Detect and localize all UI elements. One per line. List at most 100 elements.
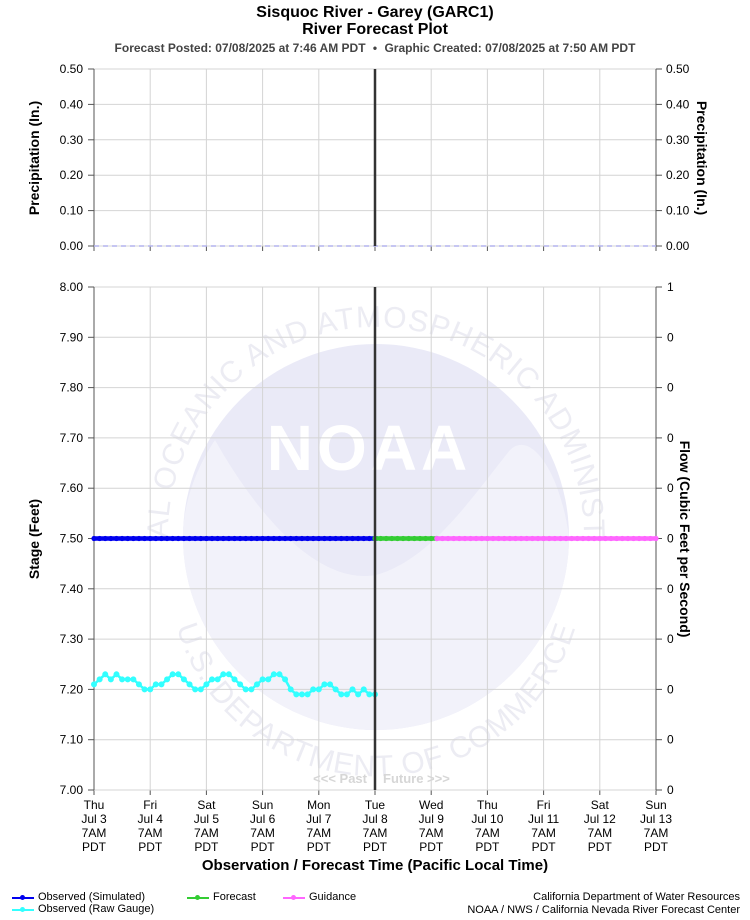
- raw-gauge-point: [152, 681, 159, 688]
- x-tick-line: Jul 9: [419, 812, 445, 826]
- precip-ytick-right: 0.00: [666, 239, 690, 253]
- precip-ytick-right: 0.10: [666, 204, 690, 218]
- raw-gauge-point: [293, 691, 300, 698]
- posted-created-line: Forecast Posted: 07/08/2025 at 7:46 AM P…: [0, 41, 750, 55]
- raw-gauge-point: [130, 676, 137, 683]
- x-tick-line: PDT: [588, 840, 613, 854]
- raw-gauge-point: [164, 676, 171, 683]
- raw-gauge-point: [203, 681, 210, 688]
- graphic-created: Graphic Created: 07/08/2025 at 7:50 AM P…: [384, 41, 636, 55]
- x-tick-line: Jul 4: [138, 812, 164, 826]
- stage-series-point: [591, 535, 597, 542]
- stage-series-point: [175, 535, 181, 542]
- precip-ylabel-right: Precipitation (In.): [694, 101, 710, 215]
- precip-ytick-left: 0.50: [60, 62, 84, 76]
- precip-ytick-left: 0.20: [60, 168, 84, 182]
- raw-gauge-point: [102, 671, 109, 678]
- raw-gauge-point: [332, 686, 339, 693]
- stage-ytick-right: 0: [667, 381, 674, 395]
- stage-series-point: [378, 535, 384, 542]
- raw-gauge-point: [175, 671, 182, 678]
- stage-ytick-right: 0: [667, 582, 674, 596]
- stage-series-point: [321, 535, 328, 542]
- stage-series-point: [462, 535, 468, 542]
- x-tick-line: PDT: [644, 840, 669, 854]
- x-axis-label: Observation / Forecast Time (Pacific Loc…: [202, 857, 548, 874]
- stage-series-point: [113, 535, 120, 542]
- stage-series-point: [400, 535, 406, 542]
- raw-gauge-point: [169, 671, 176, 678]
- stage-series-point: [243, 535, 249, 542]
- x-tick-line: Sat: [591, 798, 610, 812]
- x-tick-label: Fri Jul 4 7AM PDT: [138, 798, 164, 854]
- x-tick-line: PDT: [307, 840, 332, 854]
- x-tick-line: 7AM: [531, 826, 556, 840]
- x-tick-line: Fri: [537, 798, 551, 812]
- x-tick-label: Mon Jul 7 7AM PDT: [306, 798, 332, 854]
- stage-series-point: [473, 535, 479, 542]
- precip-ytick-right: 0.20: [666, 168, 690, 182]
- x-tick-line: Jul 8: [362, 812, 388, 826]
- stage-ytick-right: 1: [667, 280, 674, 294]
- stage-series-point: [619, 535, 625, 542]
- stage-series-point: [541, 535, 547, 542]
- separator: •: [372, 41, 378, 55]
- x-tick-line: PDT: [251, 840, 276, 854]
- x-tick-line: 7AM: [250, 826, 275, 840]
- stage-series-point: [136, 535, 142, 542]
- stage-series-point: [338, 535, 344, 542]
- credit-line-2: NOAA / NWS / California Nevada River For…: [467, 904, 740, 916]
- stage-series-point: [108, 535, 114, 542]
- stage-series-point: [524, 535, 530, 542]
- raw-gauge-point: [192, 686, 199, 693]
- stage-series-point: [293, 535, 299, 542]
- stage-series-point: [557, 535, 564, 542]
- forecast-posted: Forecast Posted: 07/08/2025 at 7:46 AM P…: [114, 41, 366, 55]
- stage-series-point: [91, 535, 97, 542]
- x-tick-line: Thu: [477, 798, 498, 812]
- stage-series-point: [585, 535, 592, 542]
- legend-observed-raw: Observed (Raw Gauge): [12, 903, 154, 915]
- stage-series-point: [288, 535, 294, 542]
- stage-ytick-left: 7.90: [60, 330, 84, 344]
- raw-gauge-point: [220, 671, 227, 678]
- stage-series-point: [602, 535, 609, 542]
- stage-series-point: [125, 535, 131, 542]
- stage-ytick-left: 7.10: [60, 733, 84, 747]
- x-tick-line: 7AM: [475, 826, 500, 840]
- stage-series-point: [411, 535, 417, 542]
- stage-series-point: [439, 535, 446, 542]
- precip-ytick-right: 0.30: [666, 133, 690, 147]
- x-tick-line: 7AM: [419, 826, 444, 840]
- stage-series-point: [467, 535, 474, 542]
- x-tick-line: PDT: [138, 840, 163, 854]
- stage-series-point: [327, 535, 333, 542]
- raw-gauge-point: [310, 686, 317, 693]
- x-tick-line: Sun: [645, 798, 666, 812]
- stage-series-point: [529, 535, 535, 542]
- stage-ytick-left: 7.80: [60, 381, 84, 395]
- stage-series-point: [119, 535, 125, 542]
- stage-series-point: [490, 535, 496, 542]
- stage-series-point: [130, 535, 136, 542]
- precip-ytick-left: 0.40: [60, 97, 84, 111]
- stage-series-point: [569, 535, 575, 542]
- stage-ytick-right: 0: [667, 682, 674, 696]
- stage-series-point: [102, 535, 108, 542]
- x-tick-line: 7AM: [82, 826, 107, 840]
- raw-gauge-point: [186, 681, 193, 688]
- stage-series-point: [552, 535, 558, 542]
- river-forecast-plot: NOAA NATIONAL OCEANIC AND ATMOSPHERIC AD…: [0, 0, 710, 874]
- x-tick-line: Jul 12: [584, 812, 616, 826]
- raw-gauge-point: [147, 686, 154, 693]
- stage-ytick-right: 0: [667, 532, 674, 546]
- precip-ytick-left: 0.10: [60, 204, 84, 218]
- precip-ytick-left: 0.00: [60, 239, 84, 253]
- stage-series-point: [254, 535, 260, 542]
- past-label: <<< Past: [313, 771, 368, 786]
- raw-gauge-point: [248, 686, 255, 693]
- stage-series-point: [282, 535, 288, 542]
- stage-series-point: [625, 535, 631, 542]
- stage-series-point: [333, 535, 339, 542]
